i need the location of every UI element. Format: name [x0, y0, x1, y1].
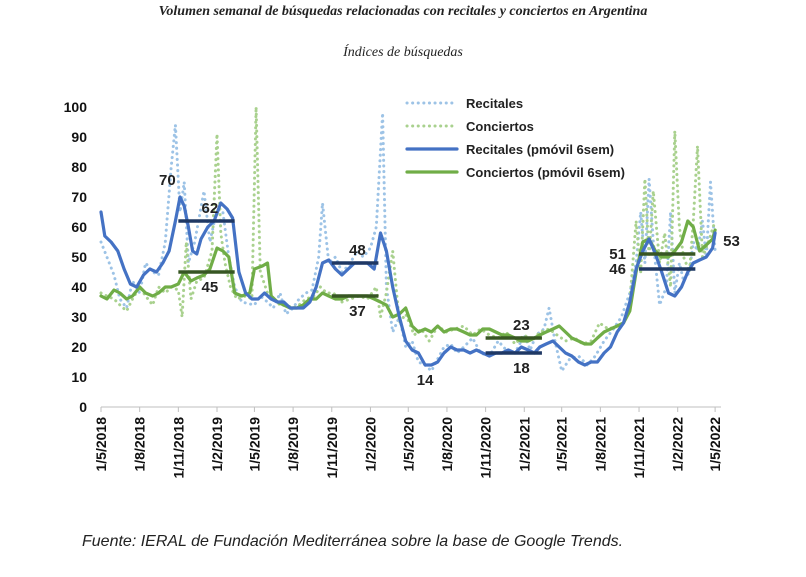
data-label: 14 — [417, 372, 434, 389]
y-tick-label: 40 — [71, 279, 87, 295]
x-tick-label: 1/8/2018 — [132, 417, 148, 472]
data-label: 70 — [159, 172, 176, 189]
source-note: Fuente: IERAL de Fundación Mediterránea … — [82, 533, 624, 550]
legend-label: Conciertos — [466, 119, 534, 134]
y-tick-label: 30 — [71, 309, 87, 325]
x-tick-label: 1/2/2020 — [362, 417, 378, 472]
data-label: 48 — [349, 242, 366, 259]
legend-label: Recitales (pmóvil 6sem) — [466, 142, 614, 157]
x-tick-label: 1/5/2018 — [93, 417, 109, 472]
x-tick-label: 1/2/2019 — [209, 417, 225, 472]
y-tick-label: 90 — [71, 129, 87, 145]
y-tick-label: 50 — [71, 249, 87, 265]
x-tick-label: 1/11/2021 — [631, 417, 647, 479]
y-tick-label: 70 — [71, 189, 87, 205]
average-bars — [178, 219, 696, 355]
y-tick-label: 20 — [71, 339, 87, 355]
data-label: 62 — [202, 200, 219, 217]
data-label: 45 — [202, 279, 219, 296]
x-tick-label: 1/11/2020 — [478, 417, 494, 479]
chart-title: Volumen semanal de búsquedas relacionada… — [158, 4, 648, 19]
legend-label: Recitales — [466, 96, 523, 111]
y-tick-label: 100 — [64, 99, 88, 115]
legend-label: Conciertos (pmóvil 6sem) — [466, 165, 625, 180]
series-line-3 — [99, 195, 717, 367]
series-line-4 — [99, 219, 717, 346]
x-tick-label: 1/5/2019 — [246, 417, 262, 472]
y-axis: 0 10 20 30 40 50 60 70 80 90 100 — [64, 99, 88, 415]
x-tick-label: 1/2/2022 — [670, 417, 686, 472]
x-tick-label: 1/2/2021 — [516, 417, 532, 472]
x-tick-label: 1/8/2020 — [439, 417, 455, 472]
data-label: 23 — [513, 317, 530, 334]
x-tick-label: 1/8/2021 — [592, 417, 608, 472]
data-label: 51 — [609, 246, 626, 263]
x-tick-label: 1/8/2019 — [285, 417, 301, 472]
chart-subtitle: Índices de búsquedas — [343, 45, 463, 60]
data-label: 46 — [609, 261, 626, 278]
x-tick-label: 1/5/2020 — [400, 417, 416, 472]
series-group — [99, 105, 717, 373]
x-tick-label: 1/5/2021 — [554, 417, 570, 472]
data-label: 53 — [723, 233, 740, 250]
y-tick-label: 10 — [71, 369, 87, 385]
y-tick-label: 0 — [79, 399, 87, 415]
legend: Recitales Conciertos Recitales (pmóvil 6se… — [405, 96, 625, 180]
series-line-1 — [99, 111, 717, 373]
x-tick-label: 1/5/2022 — [707, 417, 723, 472]
x-tick-label: 1/11/2018 — [170, 417, 186, 479]
y-tick-label: 60 — [71, 219, 87, 235]
x-axis: 1/5/2018 1/8/2018 1/11/2018 1/2/2019 1/5/201… — [93, 406, 723, 479]
x-tick-label: 1/11/2019 — [324, 417, 340, 479]
data-label: 37 — [349, 303, 366, 320]
data-label: 18 — [513, 360, 530, 377]
y-tick-label: 80 — [71, 159, 87, 175]
